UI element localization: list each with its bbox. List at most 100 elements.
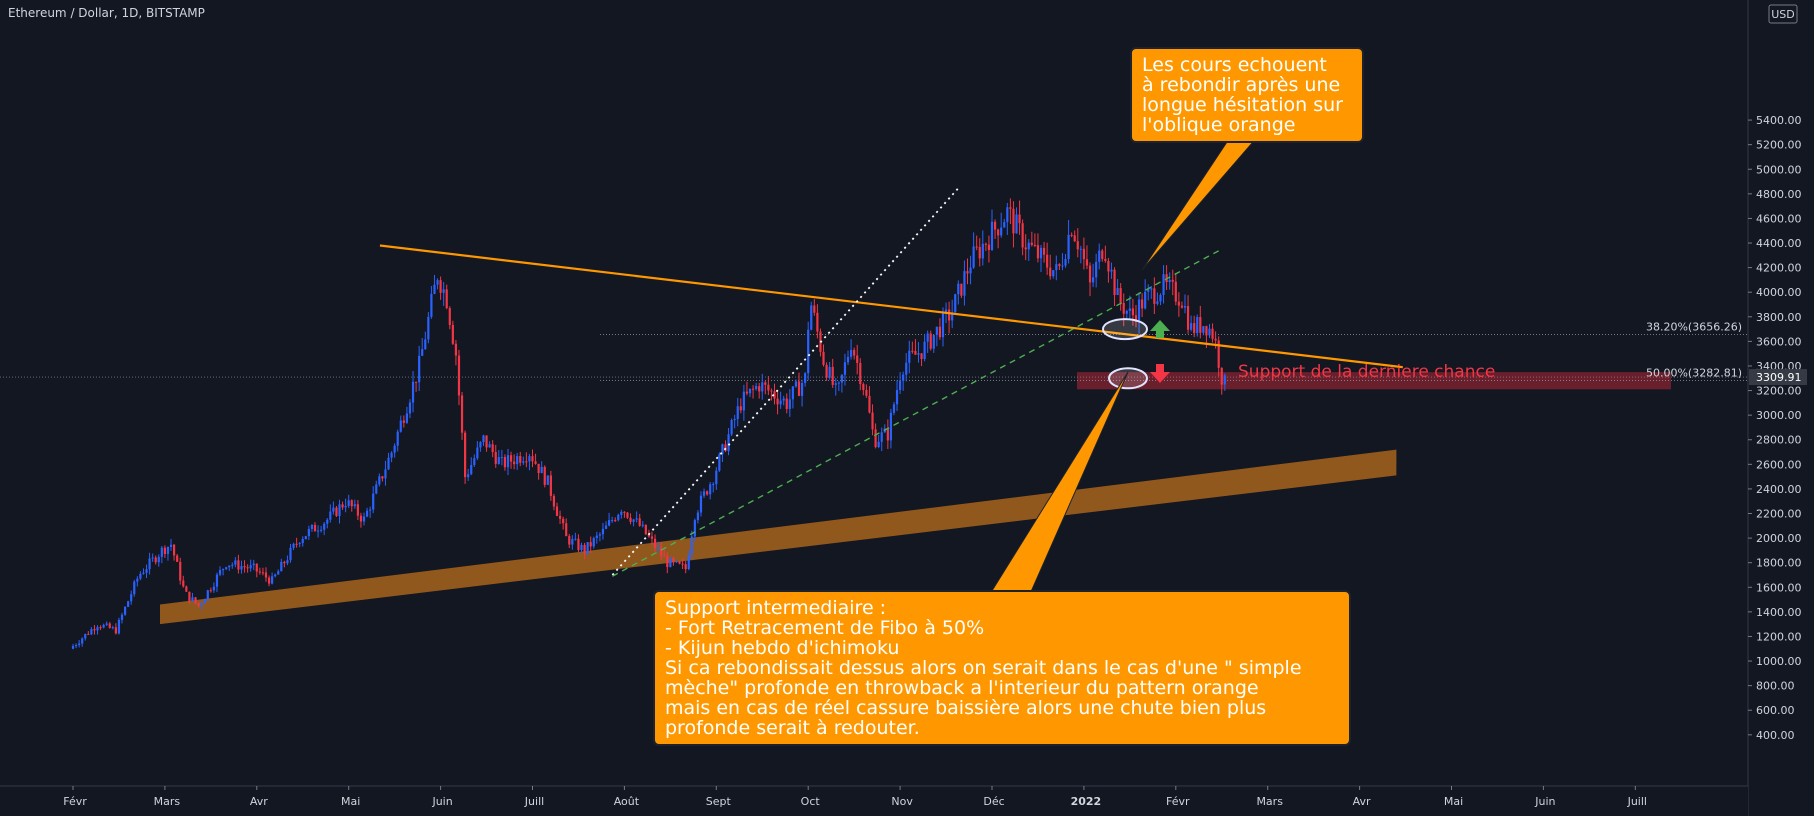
candle-body bbox=[442, 289, 445, 293]
time-axis-bg bbox=[0, 786, 1748, 816]
callout-bottom-line: Support intermediaire : bbox=[665, 597, 887, 619]
candle-body bbox=[411, 381, 415, 403]
y-tick-label: 5200.00 bbox=[1756, 139, 1802, 152]
y-tick-label: 4000.00 bbox=[1756, 286, 1802, 299]
candle-body bbox=[782, 398, 785, 401]
candle-body bbox=[1012, 208, 1015, 234]
x-tick-label: Févr bbox=[1166, 795, 1190, 808]
candle-body bbox=[323, 523, 326, 530]
x-tick-label: Mai bbox=[1444, 795, 1463, 808]
x-tick-label: Avr bbox=[250, 795, 268, 808]
candle-body bbox=[1174, 281, 1177, 302]
candle-body bbox=[274, 574, 277, 577]
candle-body bbox=[990, 221, 994, 250]
candle-body bbox=[583, 544, 586, 554]
candle-body bbox=[828, 367, 831, 378]
candle-body bbox=[693, 520, 696, 537]
candle-body bbox=[562, 518, 565, 524]
candle-body bbox=[963, 271, 966, 296]
candle-body bbox=[433, 284, 436, 294]
candle-body bbox=[1064, 259, 1067, 266]
candle-body bbox=[598, 534, 601, 536]
candle-body bbox=[1193, 323, 1196, 334]
candle-body bbox=[954, 294, 957, 313]
candle-body bbox=[660, 547, 663, 556]
candle-body bbox=[543, 466, 546, 485]
candle-body bbox=[975, 246, 978, 248]
x-tick-label: Déc bbox=[983, 795, 1004, 808]
candle-body bbox=[277, 571, 280, 575]
candle-body bbox=[804, 373, 807, 383]
candle-body bbox=[923, 341, 926, 360]
candle-body bbox=[353, 504, 356, 507]
current-price-label: 3309.91 bbox=[1756, 371, 1802, 384]
candle-body bbox=[1180, 305, 1184, 308]
candle-body bbox=[1046, 254, 1049, 268]
candle-body bbox=[111, 627, 114, 629]
candle-body bbox=[849, 350, 853, 357]
x-tick-label: Sept bbox=[706, 795, 732, 808]
candle-body bbox=[470, 464, 473, 475]
candle-body bbox=[522, 461, 525, 463]
candle-body bbox=[1141, 299, 1144, 309]
candle-body bbox=[1116, 288, 1119, 296]
candle-body bbox=[656, 547, 660, 549]
callout-bottom-line: mais en cas de réel cassure baissière al… bbox=[665, 697, 1267, 719]
candle-body bbox=[944, 309, 948, 313]
price-axis-bg bbox=[1748, 0, 1814, 816]
candle-body bbox=[978, 246, 981, 259]
candle-body bbox=[908, 350, 911, 363]
candle-body bbox=[350, 500, 353, 507]
candle-body bbox=[372, 493, 375, 510]
candle-body bbox=[889, 412, 893, 441]
candle-body bbox=[320, 529, 323, 531]
current-price-tag bbox=[1749, 369, 1807, 386]
candle-body bbox=[332, 507, 335, 512]
candle-body bbox=[102, 624, 105, 628]
candle-body bbox=[595, 535, 598, 539]
candle-body bbox=[1220, 367, 1223, 385]
candle-body bbox=[966, 271, 969, 274]
x-tick-label: Mai bbox=[341, 795, 360, 808]
candle-body bbox=[604, 525, 608, 529]
candle-body bbox=[194, 597, 197, 604]
candle-body bbox=[905, 362, 908, 375]
candle-body bbox=[951, 312, 954, 321]
x-tick-label: 2022 bbox=[1071, 795, 1102, 808]
candle-body bbox=[721, 444, 724, 455]
candle-body bbox=[785, 398, 788, 409]
candle-body bbox=[632, 519, 635, 522]
candle-body bbox=[727, 434, 730, 452]
candle-body bbox=[71, 646, 75, 649]
candle-body bbox=[614, 520, 617, 522]
candle-body bbox=[304, 536, 307, 540]
candle-body bbox=[1113, 269, 1116, 296]
candle-body bbox=[761, 382, 764, 392]
candle-body bbox=[745, 391, 749, 394]
candle-body bbox=[1168, 279, 1171, 283]
candle-body bbox=[807, 329, 810, 374]
highlight-ellipse bbox=[1108, 367, 1148, 390]
candle-body bbox=[1208, 328, 1211, 336]
candle-body bbox=[1162, 274, 1165, 295]
candle-body bbox=[240, 566, 243, 570]
y-tick-label: 2800.00 bbox=[1756, 434, 1802, 447]
candle-body bbox=[853, 350, 856, 356]
candle-body bbox=[494, 452, 497, 464]
candle-body bbox=[617, 514, 620, 521]
candle-body bbox=[255, 563, 258, 572]
candle-body bbox=[1058, 264, 1061, 267]
candle-body bbox=[1211, 328, 1214, 339]
candle-body bbox=[1042, 247, 1046, 255]
currency-badge[interactable] bbox=[1768, 4, 1798, 24]
candle-body bbox=[1199, 317, 1202, 333]
candle-body bbox=[1131, 308, 1135, 316]
candle-body bbox=[188, 591, 191, 602]
candle-body bbox=[1036, 245, 1040, 259]
candle-body bbox=[558, 515, 562, 519]
candle-body bbox=[892, 404, 896, 413]
candle-body bbox=[479, 442, 482, 448]
candle-body bbox=[788, 399, 791, 409]
support-label: Support de la derniere chance bbox=[1238, 362, 1496, 382]
candle-body bbox=[117, 619, 121, 634]
